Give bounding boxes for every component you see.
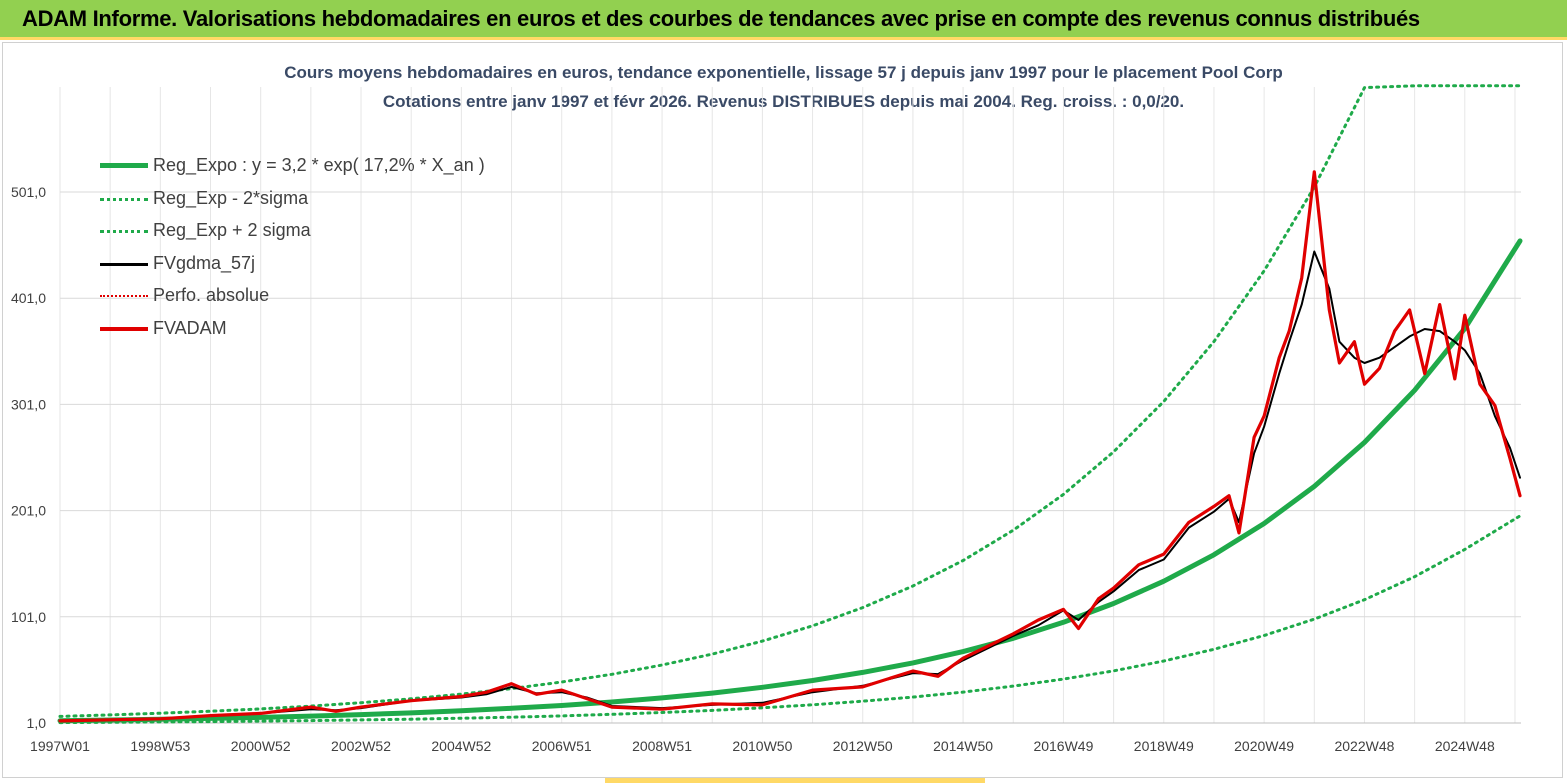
x-tick-label: 2016W49 xyxy=(1033,738,1093,754)
x-tick-label: 2022W48 xyxy=(1334,738,1394,754)
y-tick-label: 501,0 xyxy=(11,184,46,200)
series-line-fvadam xyxy=(58,170,1522,723)
series-line-fvgdma xyxy=(59,250,1521,722)
legend-label-reg-exp-minus: Reg_Exp - 2*sigma xyxy=(153,187,309,208)
x-tick-label: 2004W52 xyxy=(431,738,491,754)
title-banner: ADAM Informe. Valorisations hebdomadaire… xyxy=(0,0,1567,40)
x-tick-label: 2014W50 xyxy=(933,738,993,754)
y-tick-label: 301,0 xyxy=(11,396,46,412)
bottom-accent-bar xyxy=(605,778,985,783)
chart-frame xyxy=(2,42,1563,778)
x-tick-label: 2024W48 xyxy=(1435,738,1495,754)
x-tick-label: 1997W01 xyxy=(30,738,90,754)
x-tick-label: 2000W52 xyxy=(231,738,291,754)
x-tick-label: 2018W49 xyxy=(1134,738,1194,754)
legend-label-fvadam: FVADAM xyxy=(153,317,227,338)
report-title: ADAM Informe. Valorisations hebdomadaire… xyxy=(22,6,1420,31)
chart-title: Cours moyens hebdomadaires en euros, ten… xyxy=(284,63,1283,82)
legend-swatch-fvgdma xyxy=(100,262,148,266)
series-line-reg-exp-plus xyxy=(58,84,1522,718)
y-tick-label: 201,0 xyxy=(11,503,46,519)
legend-swatch-fvadam xyxy=(100,326,148,331)
x-tick-label: 2012W50 xyxy=(833,738,893,754)
legend-label-perfo: Perfo. absolue xyxy=(153,285,270,305)
legend-label-fvgdma: FVgdma_57j xyxy=(153,252,256,273)
legend-label-reg-exp-plus: Reg_Exp + 2 sigma xyxy=(153,220,311,240)
y-tick-label: 101,0 xyxy=(11,609,46,625)
y-tick-label: 401,0 xyxy=(11,290,46,306)
y-tick-label: 1,0 xyxy=(27,715,47,731)
series-line-reg-expo xyxy=(57,238,1523,724)
x-tick-label: 1998W53 xyxy=(130,738,190,754)
legend-swatch-reg-exp-minus xyxy=(100,197,148,201)
x-tick-label: 2002W52 xyxy=(331,738,391,754)
x-tick-label: 2020W49 xyxy=(1234,738,1294,754)
legend-swatch-perfo xyxy=(100,295,148,297)
x-tick-label: 2006W51 xyxy=(532,738,592,754)
legend-label-reg-expo: Reg_Expo : y = 3,2 * exp( 17,2% * X_an ) xyxy=(153,155,485,175)
chart-subtitle: Cotations entre janv 1997 et févr 2026. … xyxy=(382,92,1185,111)
legend-swatch-reg-exp-plus xyxy=(100,230,148,233)
x-tick-label: 2010W50 xyxy=(732,738,792,754)
series-line-reg-exp-minus xyxy=(58,514,1522,725)
legend-swatch-reg-expo xyxy=(100,163,148,168)
x-tick-label: 2008W51 xyxy=(632,738,692,754)
